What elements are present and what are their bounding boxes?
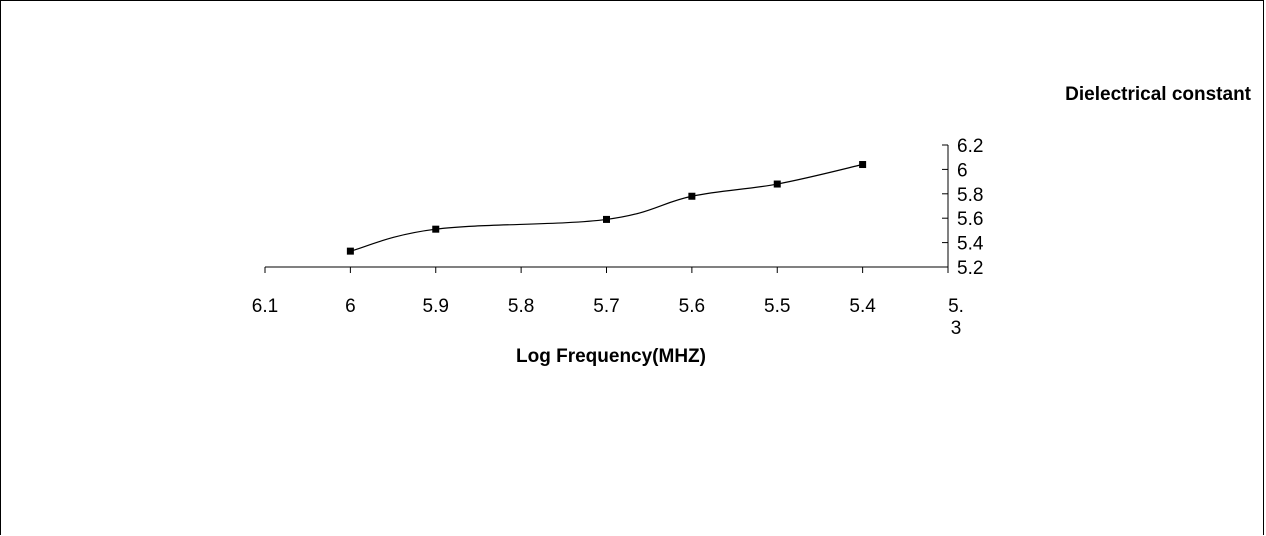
data-point-marker: [432, 225, 440, 233]
x-tick-label-line: 5.7: [593, 296, 619, 317]
x-tick-label: 5.5: [764, 296, 790, 317]
x-tick-label-line: 5.4: [849, 296, 876, 317]
x-tick-label-line: 6.1: [252, 296, 278, 317]
data-point-marker: [773, 180, 781, 188]
axes: [265, 145, 949, 268]
x-tick-label: 5.9: [423, 296, 449, 317]
y-tick-label: 5.4: [957, 234, 984, 255]
data-point-marker: [346, 247, 354, 255]
x-tick-label-line: 6: [345, 296, 356, 317]
y-tick-label: 5.6: [957, 209, 983, 230]
x-tick-label: 5. 3: [948, 296, 964, 339]
x-tick-label-line: 5.8: [508, 296, 534, 317]
data-point-marker: [603, 215, 610, 223]
x-tick-label: 5.6: [679, 296, 705, 317]
x-tick-label-line: 3: [951, 318, 962, 339]
y-ticks: 5.2 5.4 5.6 5.8 6 6.2: [942, 136, 984, 279]
y-tick-label: 5.2: [957, 258, 983, 279]
x-tick-label: 5.4: [849, 296, 876, 317]
x-axis-title: Log Frequency(MHZ): [516, 346, 706, 367]
y-tick-label: 5.8: [957, 185, 983, 206]
x-tick-label: 5.8: [508, 296, 534, 317]
x-tick-label-line: 5.6: [679, 296, 705, 317]
x-tick-label: 6.1: [252, 296, 278, 317]
series-layer: [346, 161, 867, 255]
x-tick-label: 6: [345, 296, 356, 317]
x-tick-label-line: 5.5: [764, 296, 790, 317]
y-tick-label: 6.2: [957, 136, 983, 157]
data-point-marker: [688, 192, 696, 200]
series-line: [350, 163, 863, 252]
x-tick-label-line: 5.: [948, 296, 964, 317]
x-tick-label-line: 5.9: [423, 296, 449, 317]
data-point-marker: [859, 161, 867, 169]
x-tick-label: 5.7: [593, 296, 619, 317]
x-ticks: 6.1 6 5.9 5.8 5.7 5.6 5.5 5.4 5. 3: [252, 267, 964, 339]
y-tick-label: 6: [957, 160, 968, 181]
y-axis-title: Dielectrical constant: [1065, 84, 1252, 105]
